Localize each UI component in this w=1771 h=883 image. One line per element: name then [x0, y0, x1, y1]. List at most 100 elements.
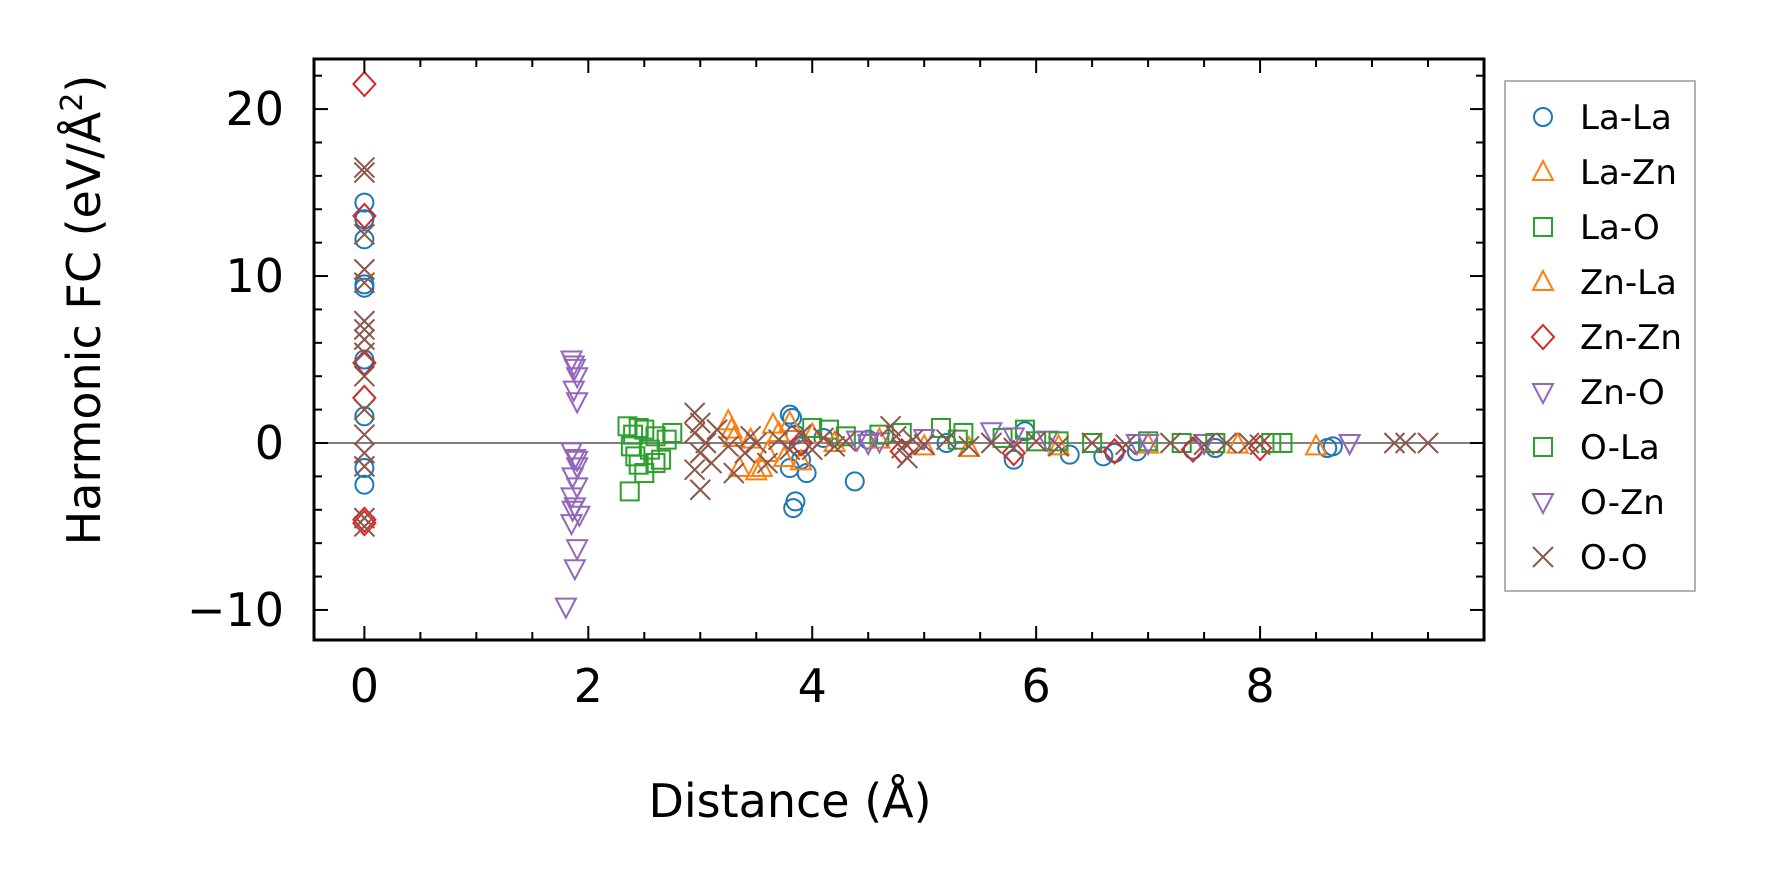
data-point [796, 463, 817, 484]
data-point [802, 417, 823, 438]
data-point [1322, 436, 1343, 457]
legend-label: Zn-Zn [1580, 318, 1682, 358]
data-point [559, 514, 584, 537]
legend-label: La-O [1580, 208, 1660, 248]
legend: La-La La-Zn La-O Zn-La Zn-Zn Zn-O O-La O-Zn O-O [1504, 80, 1696, 592]
data-point [563, 449, 587, 472]
legend-label: La-La [1580, 98, 1672, 138]
data-point [719, 416, 744, 439]
data-point [722, 424, 746, 447]
y-axis-label: Harmonic FC (eV/Å2) [55, 75, 111, 546]
data-point [867, 426, 892, 449]
data-point [651, 449, 672, 470]
data-points [352, 70, 1439, 620]
data-point [1215, 432, 1238, 454]
data-point [353, 423, 376, 446]
y-tick-label: 0 [255, 416, 284, 470]
legend-entry: O-O [1532, 538, 1648, 578]
data-point [1046, 433, 1071, 456]
data-point [352, 70, 377, 98]
x-axis-label: Distance (Å) [648, 774, 931, 828]
data-point [812, 427, 835, 449]
y-tick-label: 20 [225, 82, 284, 136]
data-point [354, 209, 375, 230]
data-point [1026, 431, 1047, 452]
data-point [1001, 439, 1027, 467]
data-point [750, 454, 774, 478]
data-point [1014, 419, 1035, 440]
data-point [1247, 434, 1273, 462]
data-point [683, 402, 706, 424]
legend-marker [1533, 437, 1553, 457]
legend-marker [1531, 383, 1555, 406]
series-o-o [353, 156, 1439, 538]
series-la-la [354, 192, 1343, 519]
legend-box [1504, 80, 1696, 592]
data-point [353, 455, 376, 478]
data-point [1025, 430, 1047, 453]
data-point [1115, 433, 1137, 456]
data-point [563, 559, 587, 582]
data-point [779, 438, 801, 461]
data-point [979, 422, 1004, 445]
plot-frame [312, 57, 1486, 642]
data-point [1226, 431, 1250, 454]
data-point [723, 462, 745, 484]
series-o-zn [560, 355, 1362, 523]
data-point [913, 433, 935, 456]
data-point [352, 202, 377, 230]
tick-labels: 0 2 4 6 8 −10 0 10 20 [187, 82, 1275, 713]
x-tick-label: 2 [574, 659, 603, 713]
y-axis-label-sup: 2 [55, 93, 90, 112]
data-point [1304, 433, 1328, 456]
data-point [1193, 433, 1215, 456]
data-point [662, 422, 683, 443]
legend-marker [1530, 323, 1556, 351]
data-point [1171, 432, 1192, 453]
legend-entry: O-Zn [1531, 483, 1665, 523]
data-point [958, 435, 980, 458]
data-point [935, 428, 958, 451]
legend-marker [1532, 546, 1554, 568]
data-point [689, 412, 711, 434]
data-point [1002, 427, 1026, 450]
data-point [354, 277, 375, 298]
data-point [930, 417, 951, 438]
legend-entry: La-Zn [1531, 153, 1677, 193]
legend-entry: La-O [1533, 208, 1660, 248]
data-point [1272, 432, 1293, 453]
data-point [823, 435, 846, 458]
axis-ticks [314, 59, 1485, 640]
data-point [778, 409, 802, 432]
data-point [634, 463, 655, 484]
data-point [706, 418, 728, 441]
data-point [689, 479, 711, 501]
legend-marker [1533, 217, 1553, 237]
data-point [353, 342, 376, 364]
y-axis-label-close: ) [57, 75, 111, 93]
data-point [896, 447, 919, 469]
data-point [891, 437, 913, 459]
data-point [779, 404, 800, 425]
data-point [560, 500, 585, 523]
data-point [755, 439, 780, 463]
data-point [656, 429, 677, 450]
data-point [772, 444, 796, 468]
data-point [902, 428, 924, 451]
legend-label: La-Zn [1580, 153, 1677, 193]
data-point [554, 597, 578, 620]
data-point [1337, 433, 1362, 457]
data-point [700, 452, 723, 474]
data-point [353, 272, 376, 294]
data-point [745, 432, 767, 454]
data-point [1093, 446, 1114, 467]
data-point [352, 506, 377, 534]
data-point [1082, 432, 1103, 453]
data-point [634, 419, 655, 440]
x-tick-label: 8 [1245, 659, 1274, 713]
legend-label: Zn-O [1580, 373, 1665, 413]
data-point [936, 432, 957, 453]
x-tick-label: 6 [1022, 659, 1051, 713]
y-axis-label-main: Harmonic FC (eV/Å [57, 111, 111, 545]
legend-label: O-La [1580, 428, 1660, 468]
